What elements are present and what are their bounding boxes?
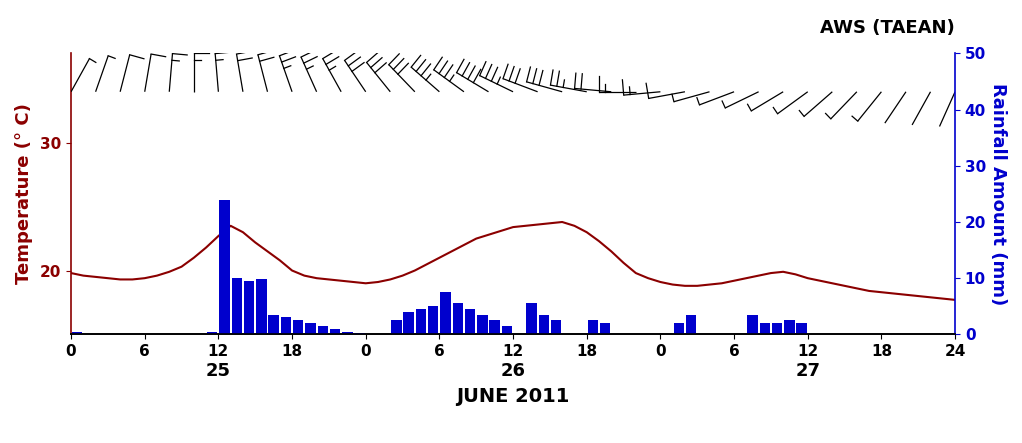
Bar xyxy=(453,303,463,334)
Bar xyxy=(539,315,549,334)
Bar xyxy=(416,309,426,334)
Bar xyxy=(330,329,340,334)
Bar xyxy=(673,323,684,334)
Y-axis label: Rainfall Amount (mm): Rainfall Amount (mm) xyxy=(989,83,1007,305)
Bar xyxy=(440,292,451,334)
Bar xyxy=(551,320,561,334)
Bar xyxy=(600,323,610,334)
Bar xyxy=(404,312,414,334)
Bar xyxy=(318,326,328,334)
Y-axis label: Temperature (° C): Temperature (° C) xyxy=(15,104,33,284)
Bar xyxy=(588,320,598,334)
Bar xyxy=(796,323,806,334)
Bar xyxy=(747,315,757,334)
Bar xyxy=(244,281,254,334)
Bar xyxy=(428,306,438,334)
X-axis label: JUNE 2011: JUNE 2011 xyxy=(457,387,569,406)
Bar xyxy=(293,320,304,334)
Bar xyxy=(306,323,316,334)
Bar xyxy=(784,320,794,334)
Bar xyxy=(477,315,487,334)
Bar xyxy=(207,331,218,334)
Bar xyxy=(232,278,242,334)
Text: 27: 27 xyxy=(795,362,821,381)
Bar xyxy=(281,318,291,334)
Bar xyxy=(526,303,537,334)
Text: AWS (TAEAN): AWS (TAEAN) xyxy=(821,19,956,37)
Text: 26: 26 xyxy=(501,362,525,381)
Bar xyxy=(257,279,267,334)
Bar xyxy=(355,333,365,334)
Bar xyxy=(269,315,279,334)
Bar xyxy=(759,323,770,334)
Bar xyxy=(72,331,83,334)
Bar xyxy=(490,320,500,334)
Bar xyxy=(220,199,230,334)
Bar xyxy=(686,315,696,334)
Bar xyxy=(502,326,512,334)
Bar xyxy=(391,320,402,334)
Bar xyxy=(465,309,475,334)
Bar xyxy=(342,331,353,334)
Bar xyxy=(772,323,782,334)
Text: 25: 25 xyxy=(205,362,231,381)
